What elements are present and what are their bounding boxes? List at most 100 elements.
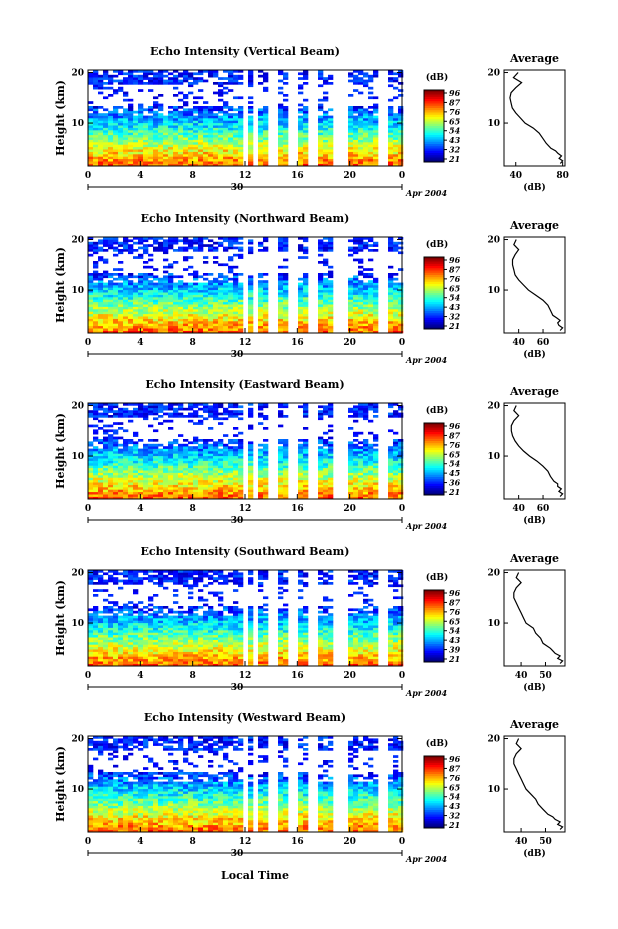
heatmap-cell (233, 70, 239, 73)
heatmap-cell (148, 311, 154, 315)
heatmap-cell (103, 477, 109, 481)
heatmap-cell (233, 275, 239, 279)
x-tick-label: 20 (343, 338, 356, 348)
heatmap-cell (118, 149, 124, 152)
heatmap-cell (143, 463, 149, 466)
heatmap-cell (168, 146, 174, 150)
heatmap-cell (283, 297, 289, 300)
heatmap-cell (238, 455, 244, 459)
heatmap-cell (298, 306, 304, 310)
heatmap-cell (303, 439, 309, 442)
heatmap-cell (93, 127, 99, 131)
heatmap-cell (98, 304, 104, 307)
heatmap-cell (303, 285, 309, 288)
heatmap-cell (138, 151, 144, 155)
heatmap-cell (223, 158, 229, 162)
heatmap-cell (108, 656, 114, 660)
heatmap-cell (353, 328, 359, 331)
heatmap-cell (278, 460, 284, 464)
heatmap-cell (328, 287, 334, 291)
profile-x-label: 80 (556, 171, 569, 181)
heatmap-cell (348, 489, 354, 493)
heatmap-cell (353, 496, 359, 500)
heatmap-cell (393, 448, 399, 452)
heatmap-cell (358, 139, 364, 143)
heatmap-cell (203, 273, 209, 276)
heatmap-cell (183, 125, 189, 128)
heatmap-cell (93, 654, 99, 657)
heatmap-cell (298, 282, 304, 286)
heatmap-cell (223, 443, 229, 447)
colorbar-segment (424, 92, 444, 95)
x-tick-label: 16 (291, 504, 304, 514)
heatmap-cell (103, 649, 109, 652)
heatmap-cell (183, 161, 189, 164)
heatmap-cell (328, 146, 334, 150)
heatmap-cell (328, 304, 334, 307)
heatmap-cell (103, 630, 109, 633)
heatmap-cell (233, 146, 239, 150)
heatmap-cell (88, 608, 94, 612)
heatmap-cell (323, 460, 329, 464)
heatmap-cell (118, 106, 124, 109)
heatmap-cell (278, 496, 284, 500)
heatmap-cell (143, 316, 149, 319)
heatmap-cell (278, 118, 284, 121)
heatmap-cell (398, 142, 404, 145)
heatmap-cell (133, 458, 139, 461)
heatmap-cell (113, 246, 119, 250)
heatmap-cell (263, 323, 269, 327)
heatmap-cell (193, 321, 199, 324)
heatmap-cell (218, 161, 224, 164)
heatmap-cell (373, 282, 379, 286)
heatmap-cell (353, 458, 359, 461)
profile-title: Average (509, 52, 559, 65)
heatmap-cell (198, 479, 204, 483)
heatmap-cell (348, 125, 354, 128)
heatmap-cell (213, 289, 219, 293)
heatmap-cell (193, 436, 199, 440)
heatmap-cell (323, 287, 329, 291)
heatmap-cell (373, 405, 379, 409)
heatmap-cell (178, 118, 184, 121)
heatmap-cell (363, 472, 369, 476)
heatmap-cell (353, 249, 359, 252)
heatmap-cell (138, 451, 144, 454)
heatmap-cell (108, 86, 114, 90)
heatmap-cell (88, 496, 94, 500)
heatmap-cell (153, 287, 159, 291)
heatmap-cell (118, 89, 124, 92)
heatmap-cell (138, 325, 144, 329)
heatmap-cell (113, 577, 119, 580)
heatmap-cell (88, 280, 94, 283)
heatmap-cell (178, 132, 184, 136)
heatmap-cell (183, 289, 189, 293)
heatmap-cell (328, 460, 334, 464)
heatmap-cell (88, 294, 94, 298)
heatmap-cell (198, 122, 204, 126)
heatmap-cell (363, 318, 369, 322)
heatmap-cell (148, 118, 154, 121)
heatmap-cell (153, 304, 159, 307)
heatmap-cell (388, 496, 394, 500)
heatmap-cell (98, 489, 104, 493)
heatmap-cell (118, 479, 124, 483)
heatmap-cell (223, 489, 229, 493)
heatmap-cell (123, 622, 129, 626)
heatmap-cell (123, 156, 129, 160)
heatmap-cell (188, 482, 194, 485)
heatmap-cell (353, 306, 359, 310)
heatmap-cell (223, 70, 229, 73)
heatmap-cell (198, 89, 204, 92)
heatmap-cell (163, 137, 169, 140)
heatmap-cell (193, 144, 199, 148)
heatmap-cell (153, 405, 159, 409)
heatmap-cell (223, 321, 229, 324)
heatmap-cell (303, 130, 309, 133)
heatmap-cell (193, 467, 199, 471)
heatmap-cell (163, 451, 169, 454)
heatmap-cell (298, 494, 304, 497)
heatmap-cell (93, 311, 99, 315)
heatmap-cell (143, 130, 149, 133)
